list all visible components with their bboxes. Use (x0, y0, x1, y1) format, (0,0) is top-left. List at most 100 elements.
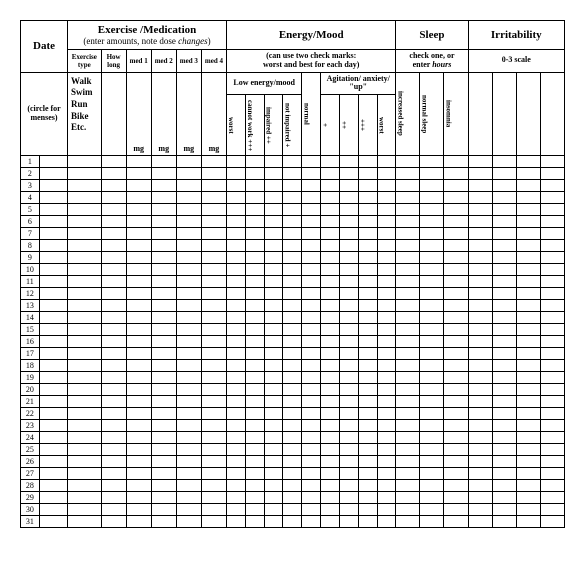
data-cell (201, 156, 226, 168)
data-cell (264, 204, 283, 216)
row-number: 19 (21, 372, 40, 384)
data-cell (321, 480, 340, 492)
data-cell (492, 252, 516, 264)
data-cell (151, 432, 176, 444)
data-cell (358, 408, 377, 420)
data-cell (126, 180, 151, 192)
data-cell (420, 192, 444, 204)
data-cell (151, 252, 176, 264)
data-cell (151, 168, 176, 180)
table-row: 2 (21, 168, 565, 180)
data-cell (176, 396, 201, 408)
data-cell (540, 396, 564, 408)
data-cell (540, 192, 564, 204)
row-number: 7 (21, 228, 40, 240)
data-cell (264, 264, 283, 276)
data-cell (201, 480, 226, 492)
data-cell (516, 480, 540, 492)
data-cell (468, 408, 492, 420)
data-cell (321, 300, 340, 312)
data-cell (468, 180, 492, 192)
exercise-list: WalkSwimRunBikeEtc. (68, 72, 101, 156)
data-cell (302, 192, 321, 204)
row-number: 2 (21, 168, 40, 180)
data-cell (516, 192, 540, 204)
data-cell (302, 360, 321, 372)
data-cell (151, 216, 176, 228)
data-cell (39, 492, 67, 504)
data-cell (39, 360, 67, 372)
data-cell (516, 156, 540, 168)
data-cell (516, 504, 540, 516)
data-cell (516, 180, 540, 192)
data-cell (516, 492, 540, 504)
mg3: mg (176, 72, 201, 156)
data-cell (227, 372, 246, 384)
data-cell (101, 516, 126, 528)
data-cell (302, 324, 321, 336)
data-cell (264, 468, 283, 480)
data-cell (245, 468, 264, 480)
data-cell (264, 252, 283, 264)
data-cell (396, 432, 420, 444)
data-cell (151, 468, 176, 480)
data-cell (68, 408, 101, 420)
data-cell (176, 240, 201, 252)
data-cell (420, 156, 444, 168)
data-cell (264, 276, 283, 288)
data-cell (396, 396, 420, 408)
data-cell (468, 276, 492, 288)
data-cell (126, 252, 151, 264)
data-cell (264, 168, 283, 180)
data-cell (126, 240, 151, 252)
data-cell (444, 204, 468, 216)
data-cell (302, 408, 321, 420)
data-cell (264, 372, 283, 384)
data-cell (358, 456, 377, 468)
data-cell (444, 156, 468, 168)
row-number: 21 (21, 396, 40, 408)
data-cell (420, 312, 444, 324)
data-cell (358, 240, 377, 252)
data-cell (492, 216, 516, 228)
data-cell (39, 276, 67, 288)
data-cell (358, 312, 377, 324)
data-cell (68, 396, 101, 408)
data-cell (264, 348, 283, 360)
data-cell (264, 360, 283, 372)
data-cell (283, 360, 302, 372)
data-cell (126, 372, 151, 384)
data-cell (358, 264, 377, 276)
table-row: 12 (21, 288, 565, 300)
data-cell (492, 324, 516, 336)
data-cell (444, 468, 468, 480)
data-cell (39, 444, 67, 456)
data-cell (245, 168, 264, 180)
data-cell (126, 420, 151, 432)
row-number: 23 (21, 420, 40, 432)
data-cell (540, 312, 564, 324)
data-cell (68, 312, 101, 324)
data-cell (264, 480, 283, 492)
data-cell (396, 312, 420, 324)
table-row: 15 (21, 324, 565, 336)
data-cell (201, 468, 226, 480)
data-cell (444, 456, 468, 468)
data-cell (358, 372, 377, 384)
data-cell (151, 312, 176, 324)
data-cell (468, 504, 492, 516)
data-cell (264, 420, 283, 432)
data-cell (151, 396, 176, 408)
data-cell (201, 228, 226, 240)
data-cell (516, 288, 540, 300)
data-cell (377, 336, 396, 348)
data-cell (540, 324, 564, 336)
table-row: 22 (21, 408, 565, 420)
data-cell (339, 276, 358, 288)
data-cell (39, 240, 67, 252)
data-cell (468, 252, 492, 264)
data-cell (101, 216, 126, 228)
data-cell (468, 324, 492, 336)
data-cell (420, 516, 444, 528)
data-cell (68, 228, 101, 240)
